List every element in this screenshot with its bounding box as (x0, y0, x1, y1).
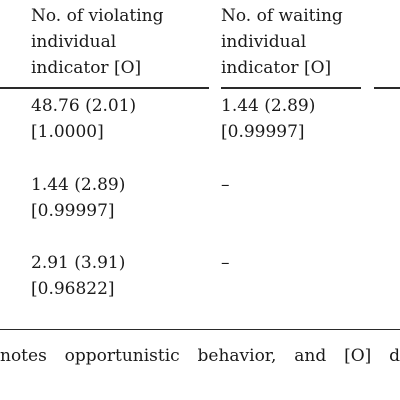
table-bottom-rule (0, 329, 400, 330)
table-cell-waiting: – (221, 253, 230, 273)
table-cell-violating: 1.44 (2.89) [0.99997] (31, 175, 126, 221)
table-cell-violating: 2.91 (3.91) [0.96822] (31, 253, 126, 299)
header-rule (0, 87, 209, 89)
header-rule (221, 87, 361, 89)
column-header-waiting: No. of waiting individual indicator [O] (221, 6, 343, 78)
table-footnote: notes opportunistic behavior, and [O] d (0, 346, 400, 366)
table-cell-violating: 48.76 (2.01) [1.0000] (31, 96, 137, 142)
table-cell-waiting: 1.44 (2.89) [0.99997] (221, 96, 316, 142)
table-cell-waiting: – (221, 175, 230, 195)
header-rule (374, 87, 400, 89)
column-header-violating: No. of violating individual indicator [O… (31, 6, 164, 78)
